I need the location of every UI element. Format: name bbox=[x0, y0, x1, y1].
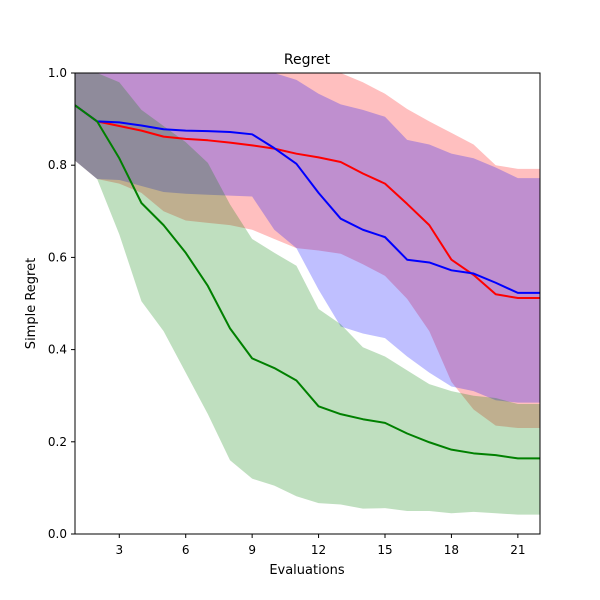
y-axis: 0.0 0.2 0.4 0.6 0.8 1.0 bbox=[48, 66, 75, 541]
y-axis-label: Simple Regret bbox=[24, 258, 39, 349]
plot-area bbox=[75, 73, 540, 515]
series-2-band bbox=[75, 73, 540, 403]
x-axis: 3 6 9 12 15 18 21 bbox=[115, 534, 525, 557]
series-3-band bbox=[75, 73, 540, 515]
x-axis-label: Evaluations bbox=[269, 563, 345, 578]
x-tick-label: 21 bbox=[510, 543, 525, 557]
series-1-band bbox=[75, 73, 540, 428]
x-tick-label: 12 bbox=[311, 543, 326, 557]
y-tick-label: 0.4 bbox=[48, 343, 67, 357]
x-tick-label: 9 bbox=[248, 543, 256, 557]
y-tick-label: 0.2 bbox=[48, 435, 67, 449]
axes-frame bbox=[74, 72, 541, 535]
y-tick-label: 0.6 bbox=[48, 250, 67, 264]
x-tick-label: 6 bbox=[182, 543, 190, 557]
x-tick-label: 3 bbox=[115, 543, 123, 557]
series-3-line bbox=[75, 104, 540, 460]
chart-title: Regret bbox=[284, 52, 331, 68]
y-tick-label: 1.0 bbox=[48, 66, 67, 80]
y-tick-label: 0.0 bbox=[48, 527, 67, 541]
x-tick-label: 18 bbox=[444, 543, 459, 557]
series-2-line bbox=[75, 104, 540, 294]
x-tick-label: 15 bbox=[377, 543, 392, 557]
y-tick-label: 0.8 bbox=[48, 158, 67, 172]
series-1-line bbox=[75, 104, 540, 299]
